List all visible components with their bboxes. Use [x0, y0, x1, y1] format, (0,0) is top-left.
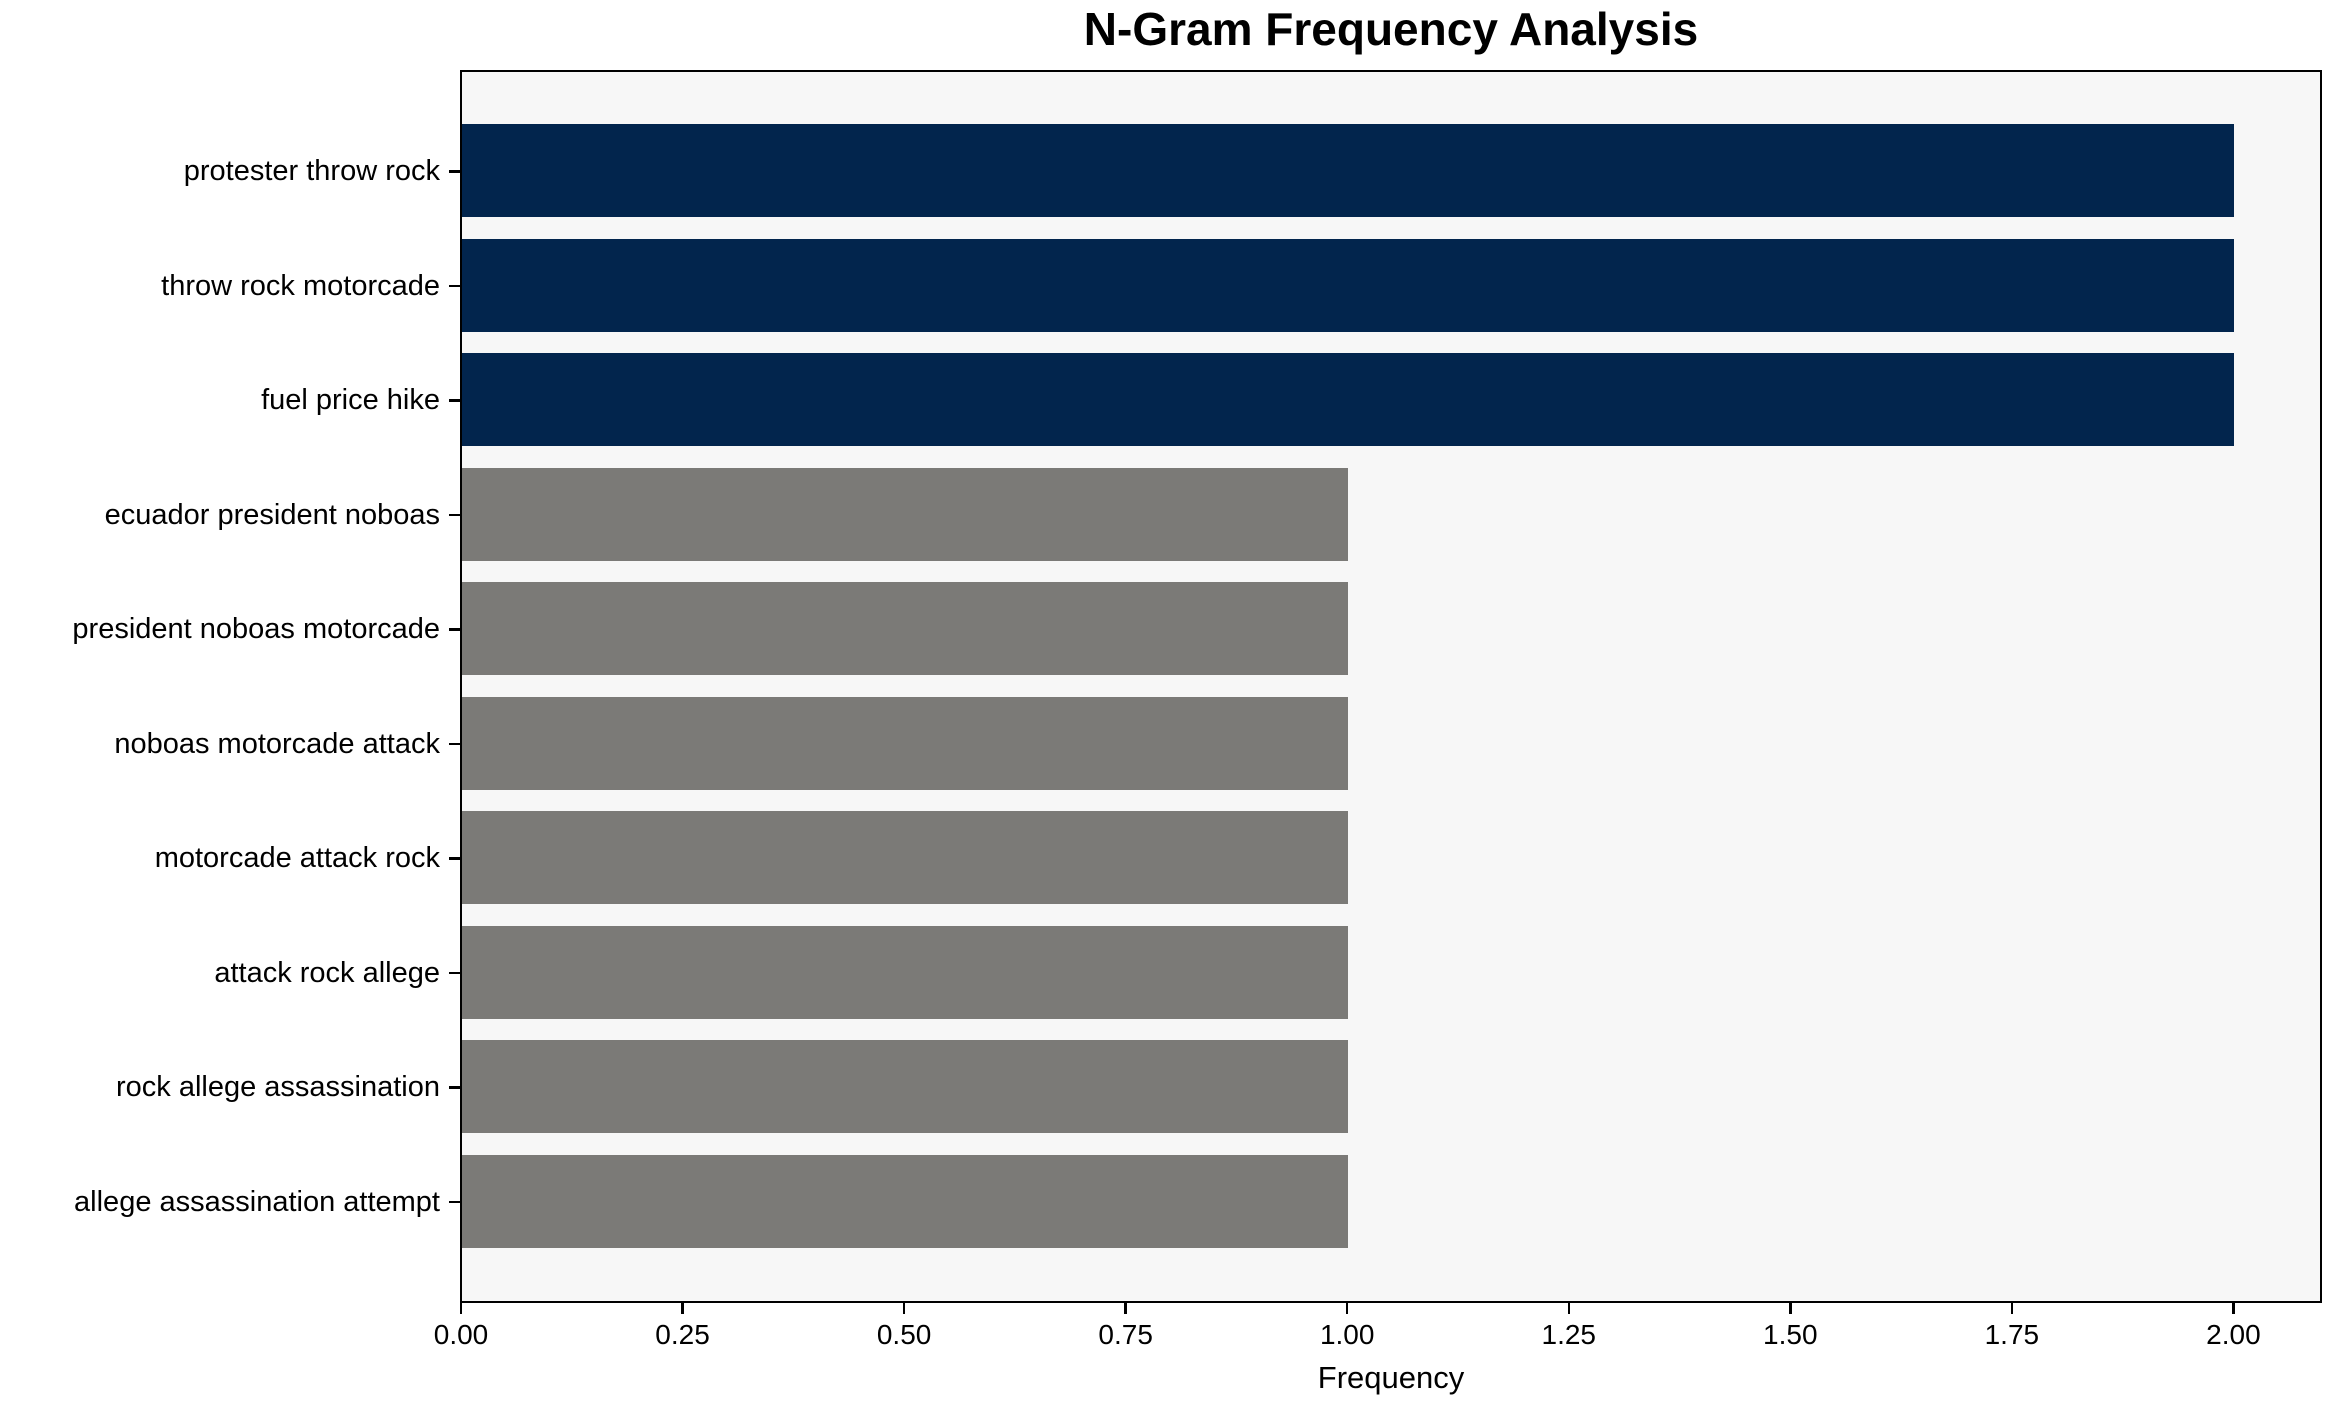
- x-tick: [1567, 1302, 1570, 1314]
- x-tick-label: 1.75: [1984, 1319, 2040, 1350]
- x-tick: [459, 1302, 463, 1314]
- y-tick-label: noboas motorcade attack: [114, 727, 440, 760]
- bar: [462, 238, 2235, 332]
- y-tick-label: throw rock motorcade: [161, 269, 440, 302]
- bar: [462, 811, 1349, 905]
- x-tick: [902, 1302, 906, 1314]
- y-tick-label: attack rock allege: [214, 956, 440, 989]
- x-tick: [2232, 1302, 2235, 1314]
- bar: [462, 467, 1349, 561]
- y-tick-label: motorcade attack rock: [154, 842, 440, 875]
- bar: [462, 124, 2235, 218]
- y-tick: [449, 971, 460, 974]
- bar: [462, 582, 1349, 676]
- y-tick: [449, 513, 460, 516]
- x-tick: [1789, 1302, 1792, 1314]
- x-tick: [1124, 1302, 1127, 1314]
- bar: [462, 1154, 1349, 1248]
- y-tick: [449, 857, 460, 860]
- bar: [462, 925, 1349, 1019]
- x-tick-label: 1.50: [1763, 1319, 1818, 1350]
- y-tick-label: allege assassination attempt: [74, 1185, 440, 1218]
- x-tick-label: 1.25: [1541, 1319, 1597, 1350]
- x-tick-label: 0.25: [655, 1319, 710, 1350]
- y-tick: [449, 284, 460, 287]
- y-tick: [449, 1200, 460, 1203]
- bar: [462, 1040, 1349, 1134]
- x-tick-label: 0.00: [433, 1319, 489, 1350]
- x-tick-label: 0.50: [876, 1319, 932, 1350]
- y-tick: [449, 170, 460, 173]
- x-tick-label: 0.75: [1098, 1319, 1153, 1350]
- x-tick-label: 1.00: [1319, 1319, 1375, 1350]
- bar: [462, 696, 1349, 790]
- y-tick: [449, 628, 460, 631]
- y-tick: [449, 1086, 460, 1089]
- y-tick-label: president noboas motorcade: [72, 613, 440, 646]
- y-tick-label: protester throw rock: [183, 155, 440, 188]
- chart-title: N-Gram Frequency Analysis: [1083, 3, 1699, 55]
- x-tick-label: 2.00: [2206, 1319, 2261, 1350]
- y-tick-label: fuel price hike: [261, 384, 440, 417]
- x-tick: [681, 1302, 684, 1314]
- x-tick: [1345, 1302, 1349, 1314]
- bar: [462, 353, 2235, 447]
- x-tick: [2010, 1302, 2014, 1314]
- y-tick-label: ecuador president noboas: [104, 498, 440, 531]
- y-tick-label: rock allege assassination: [115, 1071, 440, 1104]
- y-tick: [449, 399, 460, 402]
- plot-area: [460, 70, 2322, 1303]
- y-tick: [449, 742, 460, 745]
- x-axis-label: Frequency: [1317, 1360, 1465, 1395]
